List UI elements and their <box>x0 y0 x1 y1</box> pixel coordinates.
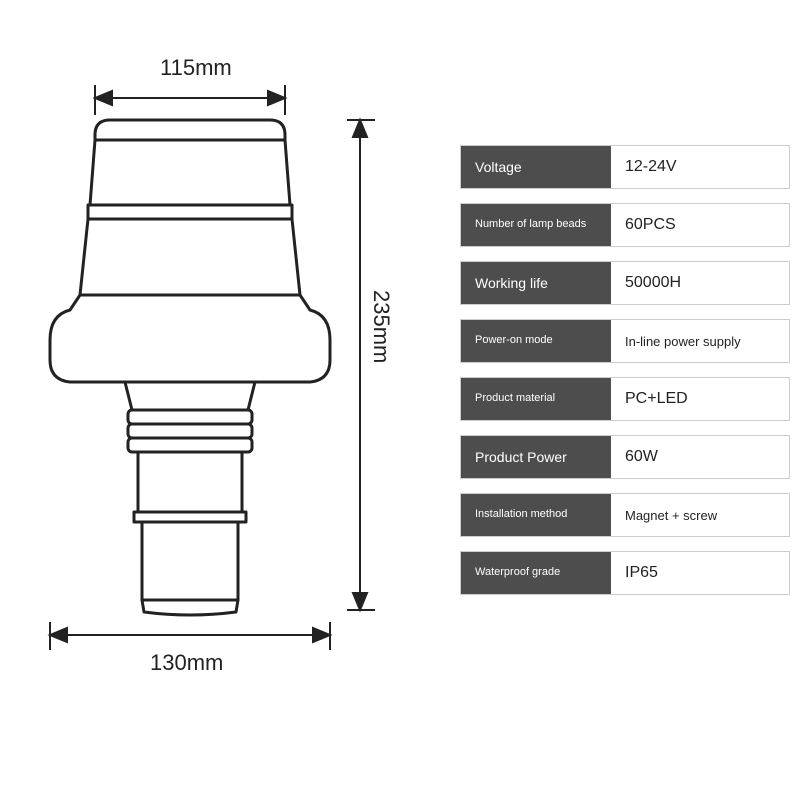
spec-label: Voltage <box>461 146 611 188</box>
spec-label: Power-on mode <box>461 320 611 362</box>
dim-top-width: 115mm <box>160 55 232 81</box>
spec-row: Power-on modeIn-line power supply <box>460 319 790 363</box>
spec-row: Working life50000H <box>460 261 790 305</box>
spec-value: 60PCS <box>611 204 789 246</box>
spec-label: Waterproof grade <box>461 552 611 594</box>
spec-value: Magnet + screw <box>611 494 789 536</box>
spec-row: Waterproof gradeIP65 <box>460 551 790 595</box>
spec-row: Product Power60W <box>460 435 790 479</box>
spec-value: IP65 <box>611 552 789 594</box>
spec-label: Product material <box>461 378 611 420</box>
spec-table: Voltage12-24VNumber of lamp beads60PCSWo… <box>460 145 790 609</box>
dim-bottom-width: 130mm <box>150 650 223 676</box>
product-svg <box>30 60 430 740</box>
spec-row: Number of lamp beads60PCS <box>460 203 790 247</box>
spec-value: 50000H <box>611 262 789 304</box>
spec-value: In-line power supply <box>611 320 789 362</box>
spec-label: Product Power <box>461 436 611 478</box>
spec-label: Number of lamp beads <box>461 204 611 246</box>
product-diagram: 115mm 235mm 130mm <box>30 60 430 740</box>
spec-row: Voltage12-24V <box>460 145 790 189</box>
spec-value: PC+LED <box>611 378 789 420</box>
spec-row: Installation methodMagnet + screw <box>460 493 790 537</box>
spec-value: 60W <box>611 436 789 478</box>
spec-row: Product materialPC+LED <box>460 377 790 421</box>
dim-height: 235mm <box>368 290 394 363</box>
spec-label: Working life <box>461 262 611 304</box>
spec-value: 12-24V <box>611 146 789 188</box>
spec-label: Installation method <box>461 494 611 536</box>
